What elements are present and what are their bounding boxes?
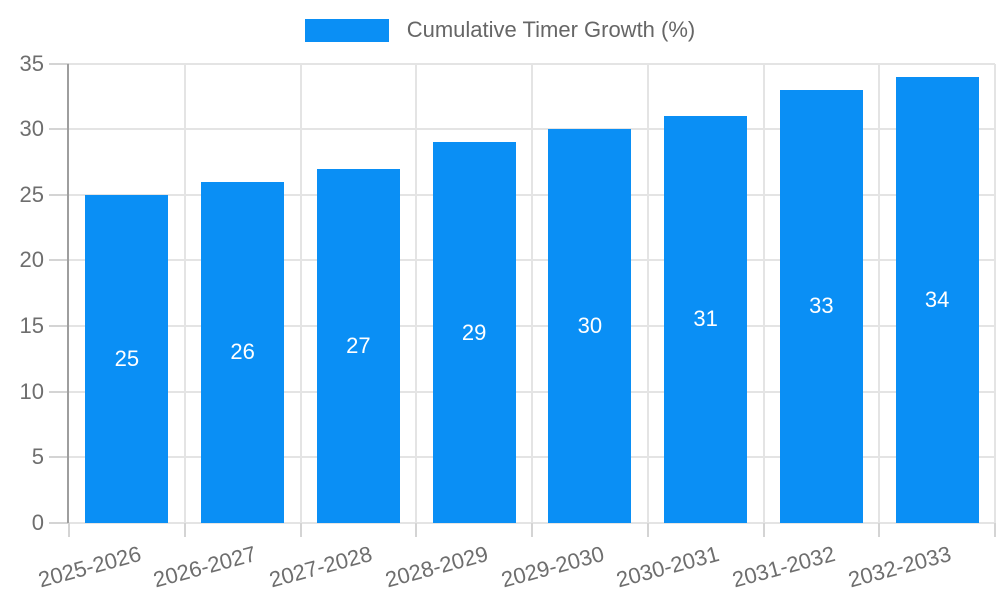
v-gridline <box>415 63 418 523</box>
y-tick-label: 5 <box>31 444 44 470</box>
x-tick-label: 2027-2028 <box>266 541 375 593</box>
y-axis-tick <box>49 325 69 328</box>
x-axis-tick <box>183 523 186 537</box>
legend: Cumulative Timer Growth (%) <box>0 17 1000 43</box>
y-axis-tick <box>49 456 69 459</box>
v-gridline <box>183 63 186 523</box>
y-axis-tick <box>49 193 69 196</box>
bar: 29 <box>432 142 516 523</box>
x-tick-label: 2028-2029 <box>382 541 491 593</box>
legend-swatch[interactable] <box>304 18 389 42</box>
x-axis-tick <box>415 523 418 537</box>
y-tick-label: 10 <box>19 378 44 404</box>
v-gridline <box>878 63 881 523</box>
y-tick-label: 35 <box>19 50 44 76</box>
v-gridline <box>762 63 765 523</box>
bar: 25 <box>85 194 169 523</box>
bar-value-label: 34 <box>924 286 950 312</box>
bar: 33 <box>779 89 863 523</box>
y-tick-label: 25 <box>19 181 44 207</box>
v-gridline <box>299 63 302 523</box>
y-axis-line <box>67 63 69 523</box>
y-axis-tick <box>49 390 69 393</box>
bar-value-label: 26 <box>230 339 255 365</box>
v-gridline <box>531 63 533 523</box>
v-gridline <box>994 63 996 523</box>
bar-value-label: 29 <box>461 319 487 345</box>
y-tick-label: 0 <box>31 510 44 535</box>
x-tick-label: 2026-2027 <box>150 541 260 593</box>
v-gridline <box>646 63 649 523</box>
x-axis-tick <box>531 523 533 537</box>
y-axis-tick <box>49 128 69 131</box>
bar: 34 <box>895 76 979 523</box>
bar: 30 <box>548 129 632 523</box>
y-axis-tick <box>49 259 69 262</box>
x-tick-label: 2032-2033 <box>845 541 954 593</box>
x-axis-tick <box>646 523 649 537</box>
x-tick-label: 2025-2026 <box>35 541 144 593</box>
bar-value-label: 25 <box>114 345 140 371</box>
y-tick-label: 30 <box>19 116 44 142</box>
legend-label[interactable]: Cumulative Timer Growth (%) <box>406 17 696 42</box>
bar: 26 <box>201 181 285 523</box>
x-axis-tick <box>762 523 765 537</box>
x-tick-label: 2031-2032 <box>729 541 838 593</box>
bar-value-label: 33 <box>809 293 834 319</box>
bar-value-label: 27 <box>346 332 371 358</box>
x-axis-tick <box>994 523 996 537</box>
bar-value-label: 31 <box>693 306 718 332</box>
y-tick-label: 20 <box>19 247 44 273</box>
bar: 27 <box>316 168 400 523</box>
x-axis-tick <box>299 523 302 537</box>
x-axis-tick <box>68 523 70 537</box>
bar: 31 <box>664 116 748 523</box>
y-axis-tick <box>49 62 69 65</box>
x-tick-label: 2029-2030 <box>498 541 607 593</box>
bar-value-label: 30 <box>577 313 603 339</box>
x-tick-label: 2030-2031 <box>613 541 723 593</box>
y-axis-tick <box>49 522 69 524</box>
y-tick-label: 15 <box>19 313 44 339</box>
x-axis-tick <box>878 523 881 537</box>
